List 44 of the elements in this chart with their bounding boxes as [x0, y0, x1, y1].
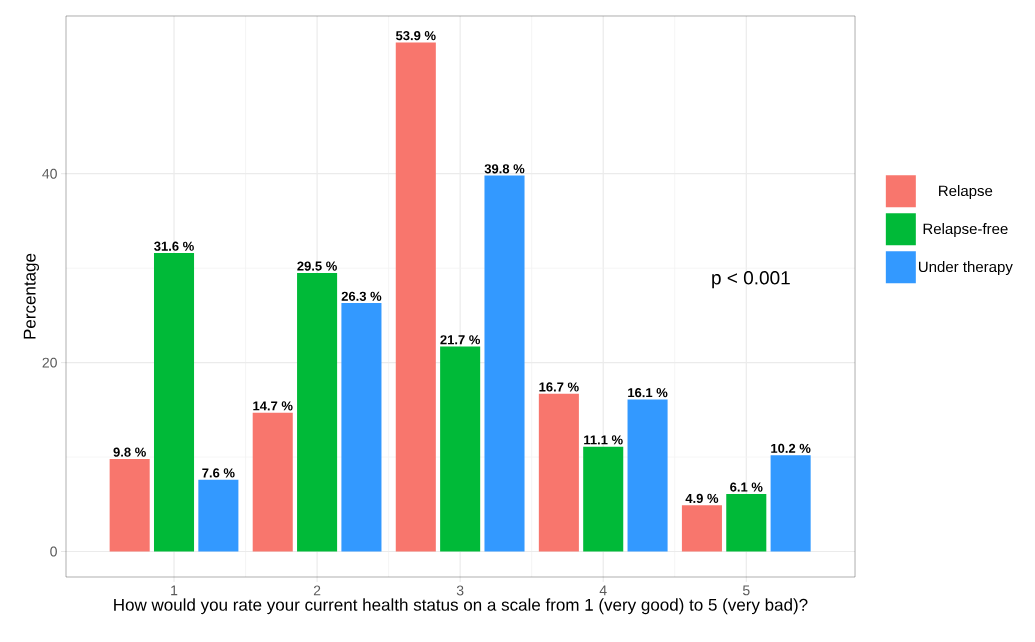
data-label: 53.9 % — [395, 31, 436, 41]
bar — [770, 455, 811, 552]
data-label: 16.1 % — [628, 388, 668, 398]
x-axis-title: How would you rate your current health status on a scale from 1 (very good) to 5 (very bad)? — [114, 598, 808, 615]
data-label: 10.2 % — [771, 443, 811, 453]
data-label: 16.7 % — [539, 382, 579, 392]
bar — [153, 253, 195, 552]
bar — [538, 393, 579, 552]
legend-label: Relapse-free — [923, 223, 1008, 238]
bar — [681, 505, 722, 552]
bar — [440, 346, 481, 552]
data-label: 29.5 % — [297, 261, 337, 271]
x-tick-label: 5 — [742, 585, 750, 596]
x-tick-label: 1 — [171, 585, 178, 596]
legend-label: Under therapy — [918, 261, 1013, 276]
y-tick-label: 20 — [42, 357, 57, 368]
bar — [252, 412, 293, 552]
y-tick-label: 0 — [50, 546, 57, 557]
data-label: 21.7 % — [440, 335, 481, 345]
bar — [484, 175, 525, 552]
legend-label: Relapse — [939, 185, 993, 200]
x-tick-label: 2 — [313, 585, 321, 596]
data-label: 7.6 % — [202, 468, 235, 478]
data-label: 26.3 % — [341, 291, 382, 301]
bar — [627, 399, 668, 552]
data-label: 9.8 % — [113, 447, 146, 457]
bar — [726, 493, 767, 552]
data-label: 31.6 % — [154, 241, 194, 251]
data-label: 14.7 % — [253, 401, 293, 411]
x-tick-label: 3 — [456, 585, 464, 596]
data-label: 39.8 % — [484, 164, 525, 174]
y-tick-label: 40 — [42, 168, 57, 179]
data-label: 4.9 % — [685, 493, 719, 504]
bar — [109, 458, 150, 552]
y-axis-title: Percentage — [23, 253, 40, 339]
data-label: 6.1 % — [730, 482, 763, 492]
annotation: p < 0.001 — [712, 271, 790, 289]
bar — [297, 272, 338, 552]
data-label: 11.1 % — [584, 435, 623, 445]
bar — [395, 42, 436, 552]
x-tick-label: 4 — [599, 585, 607, 596]
bar — [341, 303, 382, 552]
bar — [583, 446, 624, 552]
bar — [198, 479, 239, 552]
